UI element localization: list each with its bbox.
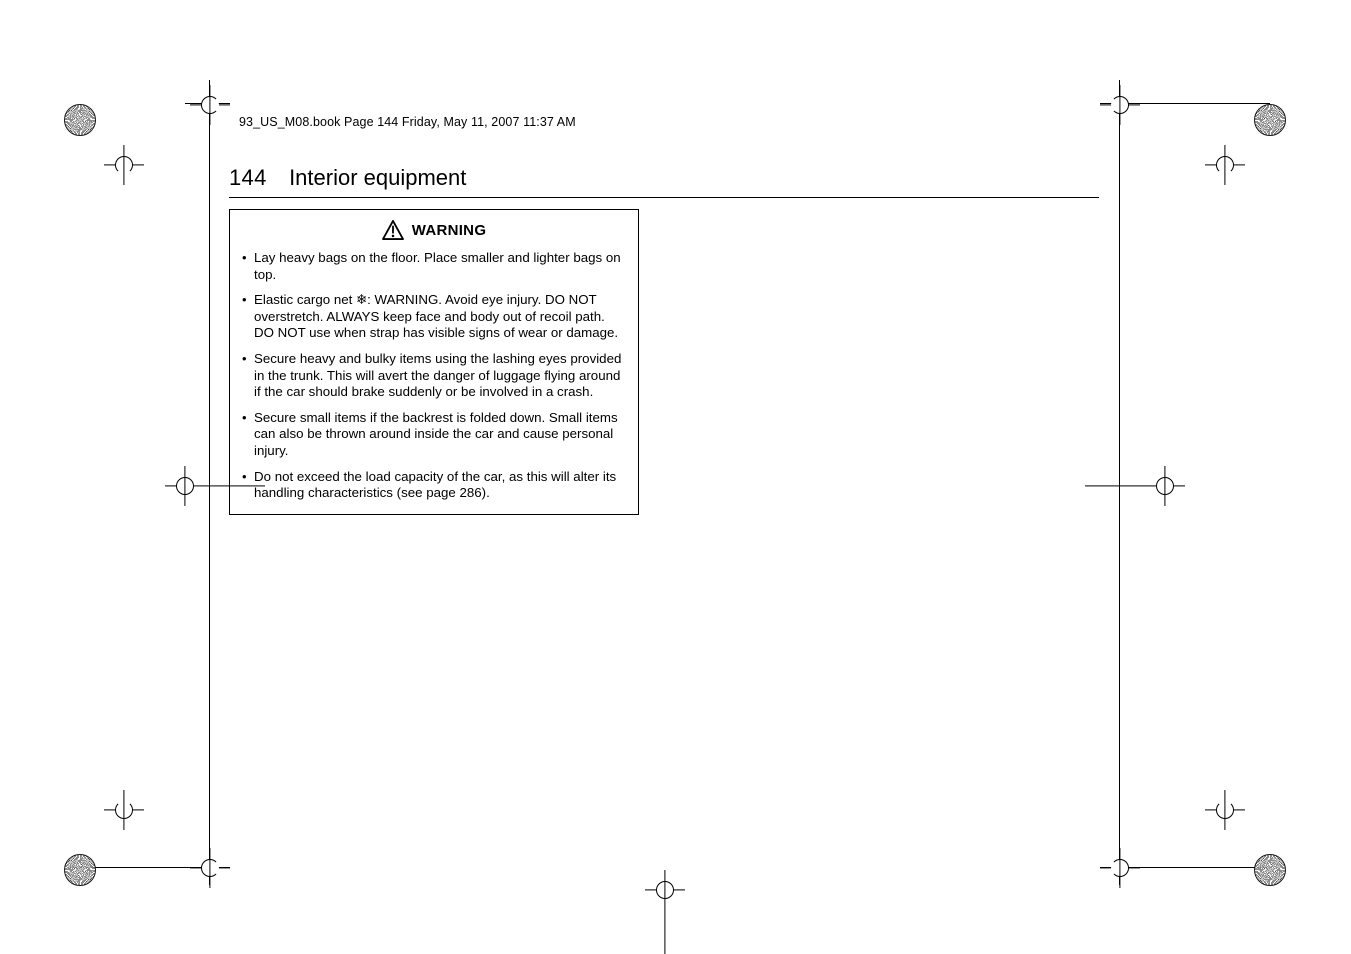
warning-triangle-icon (382, 220, 404, 240)
crop-line-top-right (1100, 103, 1270, 104)
crosshair-top-right-outer (1205, 145, 1245, 185)
crop-line-bottom-right (1100, 867, 1270, 868)
crosshair-bottom-left-outer (104, 790, 144, 830)
header-rule (229, 197, 1099, 198)
warning-item-text: Do not exceed the load capacity of the c… (254, 469, 616, 501)
crop-line-right (1119, 80, 1120, 885)
warning-item: Secure small items if the backrest is fo… (242, 410, 626, 460)
warning-title-row: WARNING (242, 220, 626, 240)
warning-item-text: Elastic cargo net ❄: WARNING. Avoid eye … (254, 292, 618, 340)
warning-item: Elastic cargo net ❄: WARNING. Avoid eye … (242, 292, 626, 342)
warning-item-text: Secure heavy and bulky items using the l… (254, 351, 621, 399)
crosshair-top-left-outer (104, 145, 144, 185)
registration-disc-bottom-left (50, 840, 110, 900)
warning-item: Do not exceed the load capacity of the c… (242, 469, 626, 502)
warning-item-text: Secure small items if the backrest is fo… (254, 410, 618, 458)
warning-item-text: Lay heavy bags on the floor. Place small… (254, 250, 621, 282)
page-number: 144 (229, 165, 267, 190)
print-job-header: 93_US_M08.book Page 144 Friday, May 11, … (239, 115, 576, 129)
crop-line-left (209, 80, 210, 885)
warning-title: WARNING (412, 222, 487, 239)
registration-disc-bottom-right (1240, 840, 1300, 900)
page-header: 144 Interior equipment (229, 165, 1099, 191)
crop-line-bottom-left (70, 867, 230, 868)
print-job-header-text: 93_US_M08.book Page 144 Friday, May 11, … (239, 115, 576, 129)
crosshair-mid-left (165, 466, 205, 506)
crosshair-mid-bottom (645, 870, 685, 910)
registration-disc-top-right (1240, 90, 1300, 150)
warning-item: Lay heavy bags on the floor. Place small… (242, 250, 626, 283)
crosshair-mid-right (1145, 466, 1185, 506)
crosshair-bottom-right-outer (1205, 790, 1245, 830)
warning-box: WARNING Lay heavy bags on the floor. Pla… (229, 209, 639, 515)
crop-line-top-left (185, 103, 230, 104)
section-title: Interior equipment (289, 165, 466, 190)
registration-disc-top-left (50, 90, 110, 150)
warning-item: Secure heavy and bulky items using the l… (242, 351, 626, 401)
warning-list: Lay heavy bags on the floor. Place small… (242, 250, 626, 502)
